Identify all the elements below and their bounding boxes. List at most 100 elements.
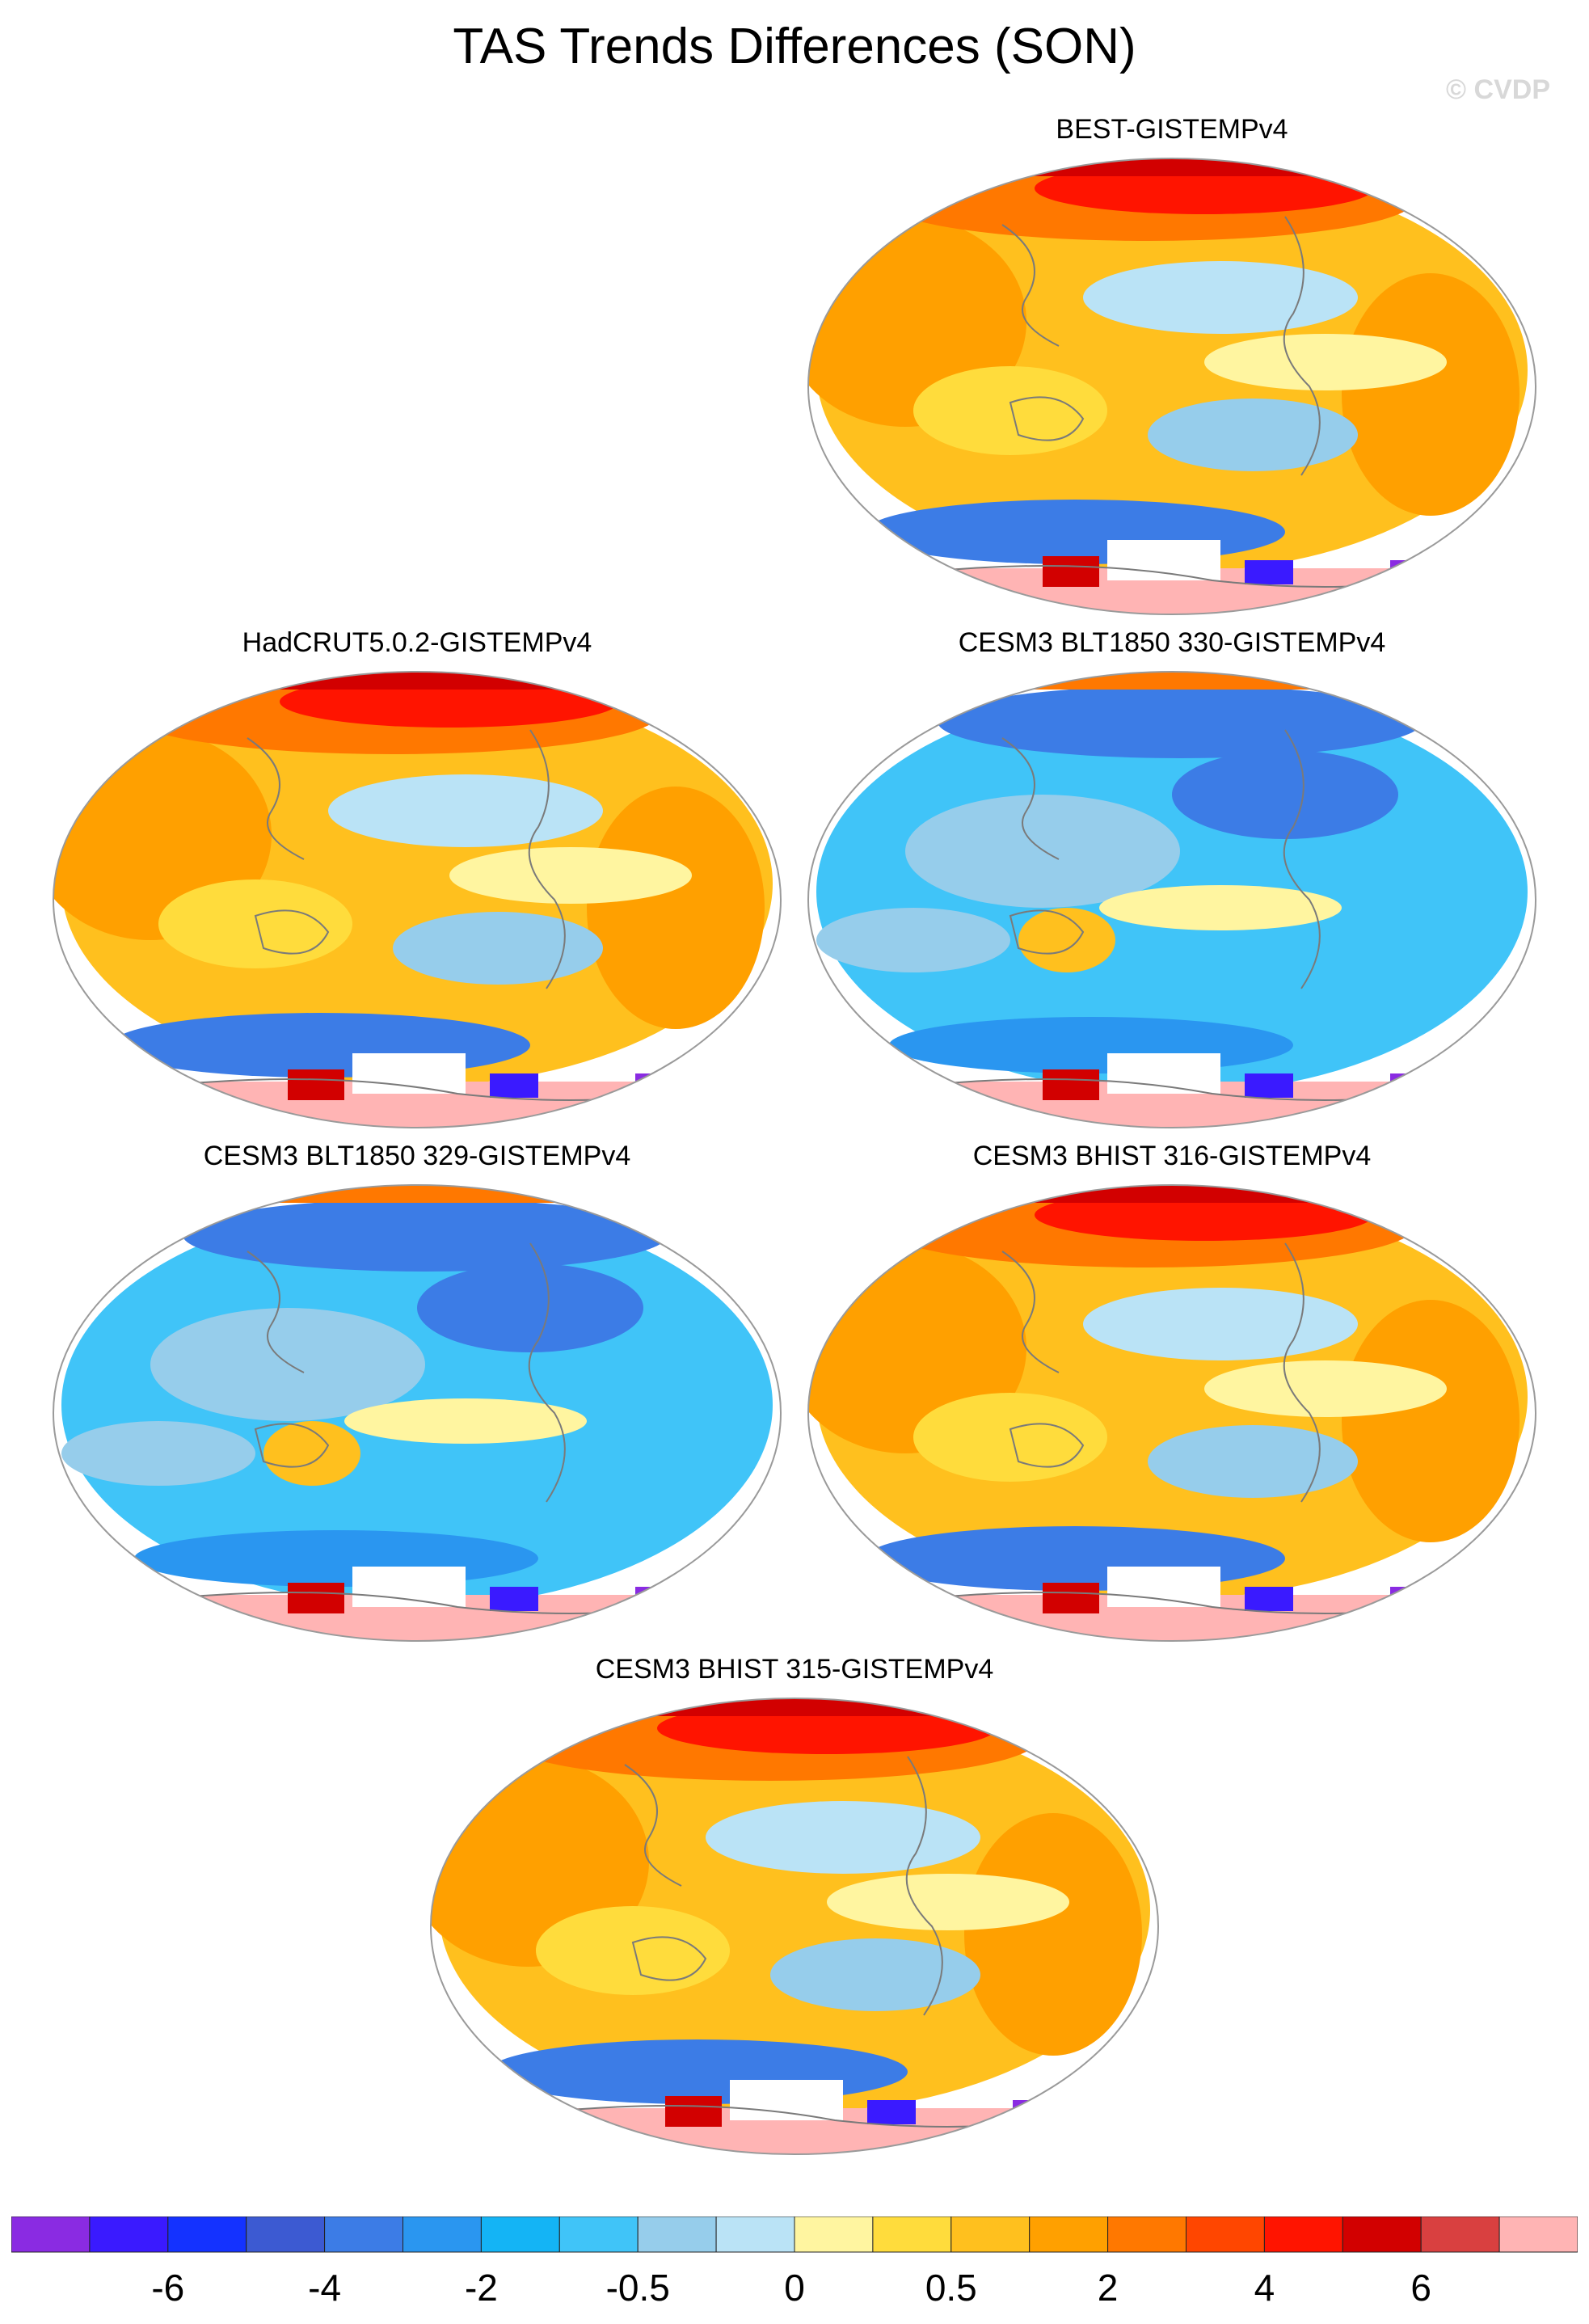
map-border xyxy=(807,671,1536,1128)
coastline xyxy=(905,1756,943,2016)
map-bhist-316 xyxy=(807,1184,1536,1642)
coastline xyxy=(1009,1423,1085,1468)
cool-patch xyxy=(1390,1073,1431,1095)
colorbar-tick-label: -6 xyxy=(151,2267,184,2309)
coastline xyxy=(1009,909,1085,955)
arctic-band xyxy=(53,672,781,690)
cool-patch xyxy=(1245,1073,1293,1098)
missing-data-patch xyxy=(1107,1567,1220,1607)
figure-title: TAS Trends Differences (SON) xyxy=(453,19,1136,74)
map-best xyxy=(807,158,1536,615)
field-region xyxy=(913,366,1107,455)
arctic-band xyxy=(808,672,1536,690)
coastline xyxy=(631,1936,707,1981)
map-bhist-315 xyxy=(430,1698,1159,2155)
coastline xyxy=(528,729,566,989)
field-region xyxy=(134,1530,538,1587)
cool-patch xyxy=(635,1073,676,1095)
coastline xyxy=(1283,729,1321,989)
map-border xyxy=(53,1184,782,1642)
coastline xyxy=(254,1423,330,1468)
map-hadcrut xyxy=(53,671,782,1128)
map-panel-bhist-316: CESM3 BHIST 316-GISTEMPv4 xyxy=(800,1140,1544,1649)
field-region xyxy=(449,847,692,904)
cool-patch xyxy=(1390,560,1431,581)
field-region xyxy=(1083,1288,1358,1360)
map-panel-blt1850-329: CESM3 BLT1850 329-GISTEMPv4 xyxy=(45,1140,789,1649)
colorbar-tick-label: -0.5 xyxy=(606,2267,670,2309)
colorbar-box xyxy=(246,2216,326,2253)
map-panel-best: BEST-GISTEMPv4 xyxy=(800,113,1544,622)
field-region xyxy=(158,879,352,968)
cool-patch xyxy=(1245,1587,1293,1611)
colorbar-box xyxy=(11,2216,91,2253)
warm-patch xyxy=(665,2096,722,2127)
arctic-band xyxy=(53,1185,781,1203)
colorbar-box xyxy=(1263,2216,1343,2253)
colorbar-tick-label: 4 xyxy=(1254,2267,1275,2309)
cool-patch xyxy=(1013,2100,1053,2121)
coastline xyxy=(1009,396,1085,441)
panel-title: CESM3 BLT1850 330-GISTEMPv4 xyxy=(958,627,1386,658)
panel-title: BEST-GISTEMPv4 xyxy=(1056,114,1288,145)
colorbar-box xyxy=(950,2216,1031,2253)
field-region xyxy=(183,1199,668,1272)
field-region xyxy=(1204,1360,1447,1417)
cool-patch xyxy=(1390,1587,1431,1608)
coastline xyxy=(624,1764,682,1887)
field-region xyxy=(964,1813,1142,2056)
warm-patch xyxy=(1043,1069,1099,1100)
colorbar-tick-label: -4 xyxy=(308,2267,341,2309)
cool-patch xyxy=(1245,560,1293,584)
coastline xyxy=(528,1242,566,1503)
field-region xyxy=(1204,334,1447,390)
coastline xyxy=(247,1251,305,1373)
map-border xyxy=(807,158,1536,615)
coastlines xyxy=(166,729,725,1101)
field-region xyxy=(1342,1300,1519,1542)
warm-patch xyxy=(1043,556,1099,587)
field-region xyxy=(706,1801,980,1874)
map-blt1850-330 xyxy=(807,671,1536,1128)
field-region xyxy=(536,1906,730,1995)
arctic-band xyxy=(808,1185,1536,1203)
warm-patch xyxy=(288,1069,344,1100)
field-region xyxy=(889,1017,1293,1073)
coastline xyxy=(1283,216,1321,476)
coastline xyxy=(1001,1251,1060,1373)
coastline xyxy=(247,737,305,860)
colorbar-box xyxy=(1186,2216,1265,2253)
field-layer xyxy=(53,672,781,1128)
field-region xyxy=(913,1393,1107,1482)
panel-title: HadCRUT5.0.2-GISTEMPv4 xyxy=(242,627,592,658)
map-border xyxy=(430,1698,1159,2155)
coastlines xyxy=(921,216,1480,588)
colorbar-box xyxy=(715,2216,795,2253)
colorbar: -6 -4 -2 -0.5 0 0.5 2 4 6 xyxy=(11,2216,1578,2309)
colorbar-tick-label: -2 xyxy=(465,2267,498,2309)
arctic-band xyxy=(431,1698,1158,1716)
panel-title: CESM3 BLT1850 329-GISTEMPv4 xyxy=(203,1141,631,1171)
colorbar-tick-label: 2 xyxy=(1098,2267,1119,2309)
field-region xyxy=(1148,399,1358,471)
colorbar-box xyxy=(637,2216,717,2253)
map-border xyxy=(807,1184,1536,1642)
field-region xyxy=(1018,908,1115,972)
field-region xyxy=(827,1874,1069,1930)
missing-data-patch xyxy=(352,1053,466,1094)
coastlines xyxy=(166,1242,725,1614)
field-region xyxy=(770,1938,980,2011)
colorbar-box xyxy=(89,2216,169,2253)
field-region xyxy=(263,1421,360,1486)
colorbar-tick-label: 0 xyxy=(784,2267,805,2309)
coastline xyxy=(1001,737,1060,860)
colorbar-box xyxy=(403,2216,482,2253)
cvdp-watermark: © CVDP xyxy=(1446,74,1550,105)
field-region xyxy=(61,1421,255,1486)
field-region xyxy=(1172,750,1398,839)
missing-data-patch xyxy=(1107,540,1220,580)
field-region xyxy=(587,787,765,1029)
field-region xyxy=(417,1263,643,1352)
field-layer xyxy=(808,672,1536,1128)
colorbar-box xyxy=(872,2216,952,2253)
